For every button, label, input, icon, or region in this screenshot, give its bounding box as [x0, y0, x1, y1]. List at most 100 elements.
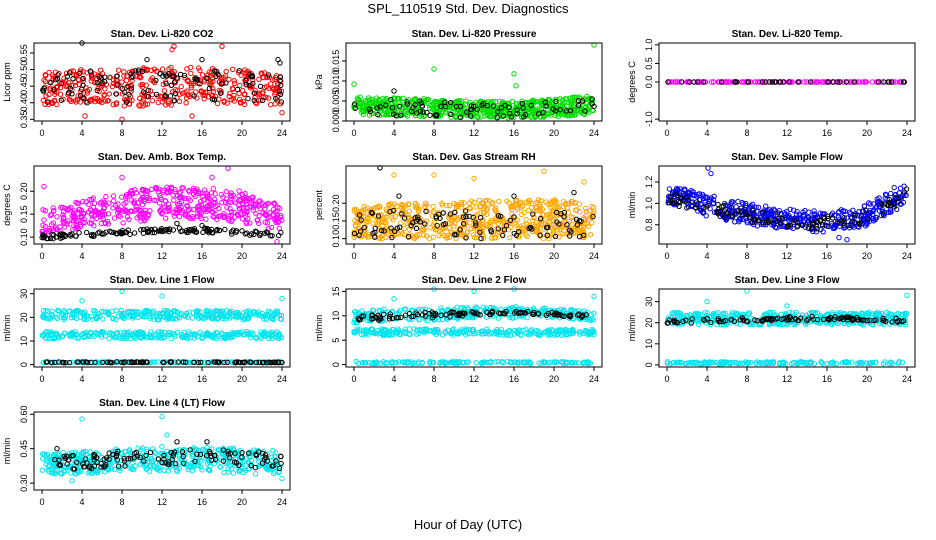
data-point — [113, 91, 119, 97]
data-point — [542, 99, 548, 105]
data-point — [246, 82, 252, 89]
data-point — [168, 335, 175, 342]
data-point — [494, 115, 500, 121]
data-point — [804, 79, 810, 85]
panel-title: Stan. Dev. Amb. Box Temp. — [98, 152, 226, 163]
data-point — [555, 111, 562, 117]
data-point — [405, 104, 411, 111]
data-point — [100, 198, 106, 204]
data-point — [222, 199, 229, 206]
x-tick-label: 24 — [902, 128, 912, 138]
data-point — [105, 97, 112, 104]
x-tick-label: 4 — [391, 251, 396, 261]
data-point — [115, 82, 121, 88]
data-point — [110, 193, 117, 199]
data-point — [102, 74, 108, 80]
data-point — [240, 195, 246, 202]
data-point — [43, 93, 49, 99]
data-point — [366, 100, 373, 106]
data-point — [94, 79, 100, 86]
data-point — [51, 87, 57, 93]
data-point — [537, 105, 543, 111]
data-point — [391, 88, 397, 94]
data-point — [58, 80, 64, 87]
data-point — [844, 237, 850, 243]
data-point — [351, 81, 357, 87]
data-point — [174, 207, 180, 214]
y-tick-label: 0.0 — [644, 76, 654, 89]
data-point — [189, 113, 195, 119]
data-point — [581, 179, 587, 185]
y-tick-label: 0.45 — [19, 77, 29, 95]
data-point — [210, 86, 216, 92]
x-tick-label: 8 — [119, 128, 124, 138]
y-tick-label: 10 — [19, 336, 29, 346]
data-point — [745, 79, 751, 85]
data-point — [484, 103, 491, 109]
data-point — [278, 99, 285, 105]
data-point — [128, 86, 135, 92]
y-tick-label: 30 — [19, 289, 29, 299]
data-point — [506, 110, 513, 117]
data-point — [197, 81, 203, 87]
data-point — [142, 90, 148, 97]
data-point — [46, 69, 52, 76]
data-point — [438, 103, 444, 110]
data-point — [81, 95, 87, 101]
data-point — [153, 68, 160, 74]
plot-frame — [33, 288, 291, 368]
data-point — [257, 83, 264, 90]
series-2 — [39, 328, 285, 342]
data-point — [123, 77, 130, 84]
data-point — [672, 79, 679, 85]
data-point — [151, 197, 157, 203]
y-axis-label: ml/min — [2, 315, 12, 342]
data-point — [189, 315, 196, 321]
data-point — [564, 111, 570, 117]
data-point — [206, 85, 213, 92]
data-point — [385, 102, 392, 109]
data-point — [413, 112, 419, 119]
data-point — [546, 97, 552, 103]
data-point — [888, 190, 894, 197]
data-point — [431, 66, 437, 72]
x-tick-label: 8 — [744, 128, 749, 138]
y-tick-label: 0.55 — [19, 44, 29, 62]
data-point — [813, 79, 819, 85]
data-point — [129, 68, 136, 74]
data-point — [263, 83, 270, 90]
data-point — [430, 106, 436, 113]
data-point — [739, 79, 745, 85]
data-point — [184, 92, 191, 98]
data-point — [63, 78, 69, 84]
data-point — [691, 79, 697, 85]
y-tick-label: 1.0 — [644, 197, 654, 210]
series-2 — [665, 79, 907, 85]
data-point — [226, 76, 232, 83]
data-point — [98, 75, 104, 81]
data-point — [147, 88, 154, 94]
data-point — [430, 203, 436, 210]
data-point — [564, 113, 570, 119]
data-point — [159, 99, 165, 105]
data-point — [881, 79, 887, 85]
data-point — [417, 108, 424, 115]
y-tick-label: 0.015 — [331, 50, 341, 73]
data-point — [135, 67, 142, 73]
data-point — [119, 174, 125, 181]
x-tick-label: 16 — [197, 128, 207, 138]
data-point — [50, 208, 57, 214]
data-point — [471, 288, 477, 295]
data-point — [63, 70, 70, 77]
y-tick-label: 0.8 — [644, 219, 654, 232]
data-point — [209, 174, 215, 181]
data-point — [70, 76, 76, 82]
data-point — [404, 101, 410, 107]
x-tick-label: 8 — [431, 128, 436, 138]
data-point — [362, 98, 368, 104]
data-point — [236, 68, 243, 74]
data-point — [418, 100, 425, 106]
data-point — [75, 93, 81, 99]
data-point — [177, 91, 183, 97]
